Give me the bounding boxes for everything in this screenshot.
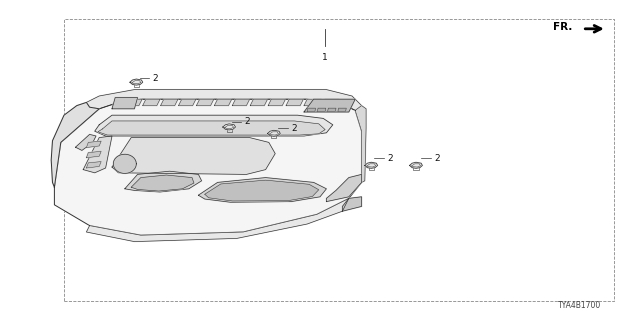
Polygon shape <box>223 124 236 130</box>
Polygon shape <box>113 154 136 173</box>
Polygon shape <box>268 99 285 106</box>
Polygon shape <box>51 102 99 187</box>
Polygon shape <box>112 138 275 174</box>
Polygon shape <box>125 171 202 192</box>
Polygon shape <box>326 174 362 202</box>
Polygon shape <box>86 90 362 110</box>
Polygon shape <box>342 197 362 211</box>
Text: 2: 2 <box>387 154 393 163</box>
Polygon shape <box>125 99 142 106</box>
Polygon shape <box>54 99 362 235</box>
Polygon shape <box>365 162 378 168</box>
Polygon shape <box>95 115 333 136</box>
Polygon shape <box>198 178 326 202</box>
Polygon shape <box>86 151 101 158</box>
Polygon shape <box>322 99 339 106</box>
Text: FR.: FR. <box>554 22 573 32</box>
Polygon shape <box>268 130 280 136</box>
Polygon shape <box>250 99 268 106</box>
Polygon shape <box>76 134 96 150</box>
Polygon shape <box>86 198 349 242</box>
Polygon shape <box>304 99 321 106</box>
Polygon shape <box>179 99 196 106</box>
Polygon shape <box>307 108 316 111</box>
Polygon shape <box>214 99 232 106</box>
Text: 2: 2 <box>434 154 440 163</box>
Text: 1: 1 <box>323 53 328 62</box>
Polygon shape <box>286 99 303 106</box>
Polygon shape <box>131 175 194 191</box>
Polygon shape <box>83 136 112 173</box>
Text: TYA4B1700: TYA4B1700 <box>558 301 602 310</box>
Polygon shape <box>304 99 355 112</box>
Polygon shape <box>205 180 319 201</box>
Polygon shape <box>338 108 346 111</box>
Text: 2: 2 <box>244 117 250 126</box>
Polygon shape <box>161 99 178 106</box>
Polygon shape <box>112 98 138 109</box>
Polygon shape <box>196 99 214 106</box>
Polygon shape <box>232 99 250 106</box>
Polygon shape <box>98 121 325 135</box>
Polygon shape <box>410 162 422 168</box>
Polygon shape <box>86 162 101 168</box>
Polygon shape <box>317 108 326 111</box>
Polygon shape <box>86 141 101 148</box>
Polygon shape <box>130 79 143 85</box>
Polygon shape <box>355 106 366 182</box>
Text: 2: 2 <box>152 74 158 83</box>
Polygon shape <box>328 108 336 111</box>
Polygon shape <box>143 99 160 106</box>
Text: 2: 2 <box>291 124 297 132</box>
